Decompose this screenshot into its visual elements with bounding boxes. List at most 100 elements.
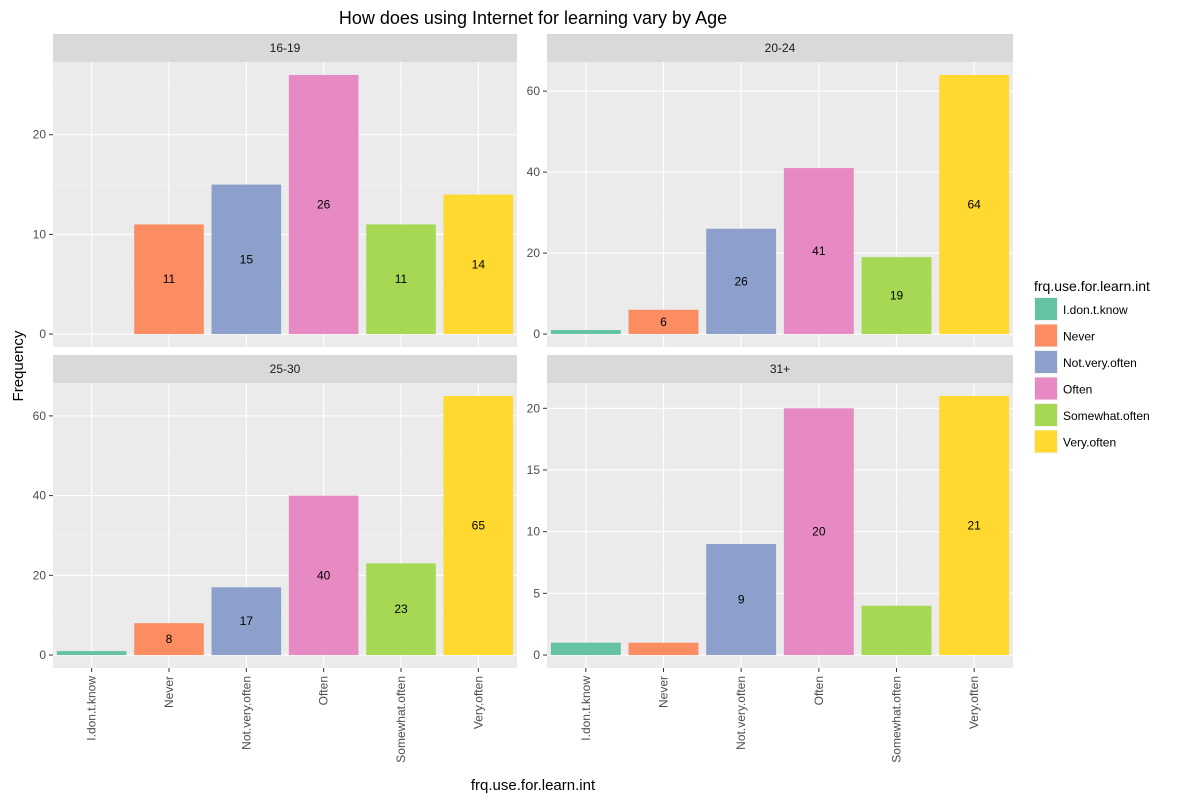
bar-value-label: 19 — [890, 289, 904, 303]
legend-swatch-very-often — [1035, 430, 1057, 453]
bar-value-label: 9 — [738, 593, 745, 607]
bar-never — [134, 623, 204, 656]
y-axis-title: Frequency — [10, 330, 27, 401]
panel-16-19: 16-19 0 10 20 11 15 26 11 14 — [33, 34, 517, 347]
legend-label-i-don-t-know: I.don.t.know — [1063, 303, 1128, 317]
facet-strip — [53, 34, 517, 62]
chart-title: How does using Internet for learning var… — [339, 8, 727, 28]
bar-value-label: 11 — [163, 272, 176, 286]
y-tick-label: 60 — [527, 84, 541, 98]
legend-label-often: Often — [1063, 383, 1092, 397]
bar-often — [288, 495, 359, 656]
legend-label-very-often: Very.often — [1063, 436, 1116, 450]
y-tick-label: 5 — [533, 586, 540, 600]
x-tick-label: I.don.t.know — [579, 676, 593, 741]
y-tick-label: 40 — [33, 489, 47, 503]
bar-value-label: 6 — [660, 315, 667, 329]
y-tick-label: 0 — [39, 327, 46, 341]
x-tick-label: Somewhat.often — [890, 676, 904, 763]
bar-somewhat-often — [366, 224, 436, 335]
x-tick-label: Often — [812, 676, 826, 705]
bar-value-label: 17 — [240, 614, 254, 628]
bar-very-often — [443, 194, 514, 335]
bar-value-label: 64 — [967, 198, 981, 212]
y-tick-label: 0 — [39, 648, 46, 662]
x-tick-label: Never — [162, 676, 176, 708]
bar-value-label: 23 — [394, 602, 408, 616]
y-tick-label: 0 — [533, 327, 540, 341]
facet-strip-label: 31+ — [770, 362, 790, 376]
y-tick-label: 15 — [527, 463, 541, 477]
bar-very-often — [939, 395, 1010, 656]
x-tick-label: I.don.t.know — [85, 676, 99, 741]
panel-25-30: 25-30 0 20 40 60 8 17 40 23 65 I.don.t.know Never No… — [33, 355, 517, 763]
y-tick-label: 20 — [527, 246, 541, 260]
bar-never — [134, 224, 204, 335]
y-tick-label: 20 — [33, 568, 47, 582]
legend: I.don.t.know Never Not.very.often Often Some… — [1034, 297, 1150, 454]
y-tick-label: 10 — [33, 227, 47, 241]
panel-background — [547, 62, 1013, 347]
panel-31: 31+ 0 5 10 15 20 9 20 21 I.don.t.know Never Not.ver… — [527, 355, 1013, 763]
bar-value-label: 11 — [395, 272, 408, 286]
bar-value-label: 26 — [734, 274, 748, 288]
bar-value-label: 41 — [812, 244, 826, 258]
legend-swatch-never — [1035, 324, 1057, 347]
bar-somewhat-often — [366, 563, 436, 656]
panel-background — [53, 383, 517, 668]
bar-somewhat-often — [861, 257, 932, 335]
panel-20-24: 20-24 0 20 40 60 6 26 41 19 64 — [527, 34, 1013, 347]
x-tick-label: Not.very.often — [239, 676, 253, 750]
bar-value-label: 14 — [472, 257, 486, 271]
bar-value-label: 15 — [240, 252, 254, 266]
x-tick-label: Somewhat.often — [394, 676, 408, 763]
legend-swatch-often — [1035, 377, 1057, 400]
bar-never — [628, 309, 699, 335]
x-axis-title: frq.use.for.learn.int — [471, 777, 596, 794]
bar-often — [783, 168, 854, 335]
legend-title: frq.use.for.learn.int — [1034, 278, 1150, 294]
legend-swatch-i-don-t-know — [1035, 298, 1057, 320]
bar-value-label: 26 — [317, 198, 331, 212]
x-tick-label: Not.very.often — [734, 676, 748, 750]
legend-label-not-very-often: Not.very.often — [1063, 356, 1137, 370]
bar-often — [783, 408, 854, 656]
bar-value-label: 21 — [967, 519, 981, 533]
x-tick-label: Never — [657, 676, 671, 708]
facet-strip — [547, 355, 1013, 383]
bar-i-don-t-know — [56, 651, 127, 656]
legend-swatch-not-very-often — [1035, 351, 1057, 373]
panel-background — [53, 62, 517, 347]
bar-not-very-often — [211, 184, 282, 335]
facet-strip-label: 16-19 — [270, 41, 301, 55]
legend-label-never: Never — [1063, 330, 1095, 344]
y-tick-label: 60 — [33, 409, 47, 423]
bar-very-often — [939, 74, 1010, 335]
y-tick-label: 20 — [527, 401, 541, 415]
x-tick-label: Very.often — [471, 676, 485, 729]
bar-not-very-often — [706, 228, 777, 335]
bar-value-label: 20 — [812, 525, 826, 539]
facet-strip — [53, 355, 517, 383]
y-tick-label: 10 — [527, 525, 541, 539]
panels-layer: 16-19 0 10 20 11 15 26 11 14 20-24 0 20 40 60 6 26 41 19 6… — [33, 34, 1013, 763]
legend-swatch-somewhat-often — [1035, 404, 1057, 426]
bar-very-often — [443, 395, 514, 656]
y-tick-label: 20 — [33, 128, 47, 142]
bar-value-label: 8 — [166, 632, 173, 646]
bar-i-don-t-know — [550, 329, 621, 335]
facet-strip-label: 20-24 — [765, 41, 796, 55]
y-tick-label: 0 — [533, 648, 540, 662]
bar-never — [628, 642, 699, 656]
facet-strip-label: 25-30 — [270, 362, 301, 376]
bar-somewhat-often — [861, 605, 932, 656]
bar-often — [288, 74, 359, 335]
y-tick-label: 40 — [527, 165, 541, 179]
x-tick-label: Very.often — [967, 676, 981, 729]
panel-background — [547, 383, 1013, 668]
x-tick-label: Often — [317, 676, 331, 705]
bar-value-label: 40 — [317, 568, 331, 582]
legend-label-somewhat-often: Somewhat.often — [1063, 409, 1150, 423]
